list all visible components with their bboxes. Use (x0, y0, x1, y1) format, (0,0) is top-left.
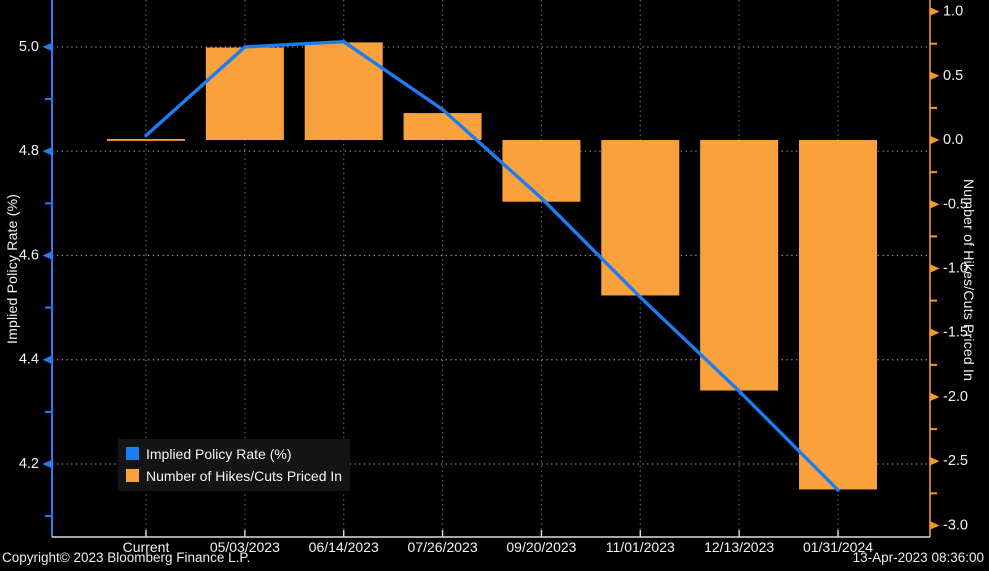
right-axis-tick-arrow-icon (930, 457, 940, 466)
right-axis-tick-arrow-icon (930, 264, 940, 273)
bar (700, 140, 779, 391)
left-axis-tick-arrow-icon (42, 146, 52, 156)
right-axis-tick-arrow-icon (930, 200, 940, 209)
x-axis-label: 12/13/2023 (704, 539, 774, 555)
right-axis-tick-arrow-icon (930, 135, 940, 145)
right-axis-tick-arrow-icon (930, 521, 940, 530)
left-axis-tick-arrow-icon (42, 251, 52, 260)
left-axis-tick-arrow-icon (42, 355, 52, 364)
bar (502, 140, 581, 202)
x-axis-label: 11/01/2023 (606, 539, 675, 555)
right-axis-tick-arrow-icon (930, 392, 940, 402)
legend-label-line: Implied Policy Rate (%) (146, 445, 292, 462)
left-axis-tick-label: 4.2 (19, 456, 39, 472)
timestamp-text: 13-Apr-2023 08:36:00 (852, 550, 984, 565)
bar (403, 113, 482, 141)
bar-series-swatch-icon (126, 469, 139, 482)
x-axis-label: 06/14/2023 (309, 539, 379, 555)
right-axis-tick-label: -3.0 (943, 517, 968, 533)
left-axis-tick-arrow-icon (42, 459, 52, 469)
right-axis-tick-arrow-icon (930, 328, 940, 337)
left-axis-tick-label: 4.8 (19, 143, 39, 159)
copyright-text: Copyright© 2023 Bloomberg Finance L.P. (2, 550, 251, 565)
right-axis-tick-label: -1.5 (943, 325, 968, 341)
left-axis-tick-arrow-icon (42, 42, 52, 52)
right-axis-tick-label: -0.5 (943, 196, 968, 212)
legend-label-bar: Number of Hikes/Cuts Priced In (146, 467, 343, 484)
legend: Implied Policy Rate (%) Number of Hikes/… (118, 439, 350, 491)
bar-zero-marker (107, 139, 185, 141)
bar (205, 47, 284, 141)
policy-rate-line (144, 40, 840, 492)
left-axis-tick-label: 5.0 (19, 39, 39, 55)
right-axis-tick-label: -2.0 (943, 389, 968, 405)
bar (799, 140, 877, 490)
right-axis-tick-label: 1.0 (943, 4, 963, 20)
left-axis-tick-label: 4.4 (19, 352, 39, 368)
right-axis-tick-label: -1.0 (943, 261, 968, 277)
bar (304, 42, 383, 141)
line-series-swatch-icon (126, 447, 139, 460)
right-axis-tick-label: 0.5 (943, 68, 963, 84)
right-axis-tick-arrow-icon (930, 71, 940, 80)
x-axis-label: 05/03/2023 (210, 539, 280, 555)
right-axis-tick-arrow-icon (930, 7, 940, 16)
legend-item-line: Implied Policy Rate (%) (126, 443, 342, 464)
left-axis-tick-label: 4.6 (19, 247, 39, 263)
right-axis-tick-label: -2.5 (943, 453, 968, 469)
x-axis-label: 01/31/2024 (803, 539, 873, 555)
x-axis-label: Current (123, 539, 170, 555)
legend-item-bar: Number of Hikes/Cuts Priced In (126, 465, 342, 486)
x-axis-label: 09/20/2023 (506, 539, 576, 555)
right-axis-tick-label: 0.0 (943, 132, 963, 148)
x-axis-label: 07/26/2023 (408, 539, 478, 555)
